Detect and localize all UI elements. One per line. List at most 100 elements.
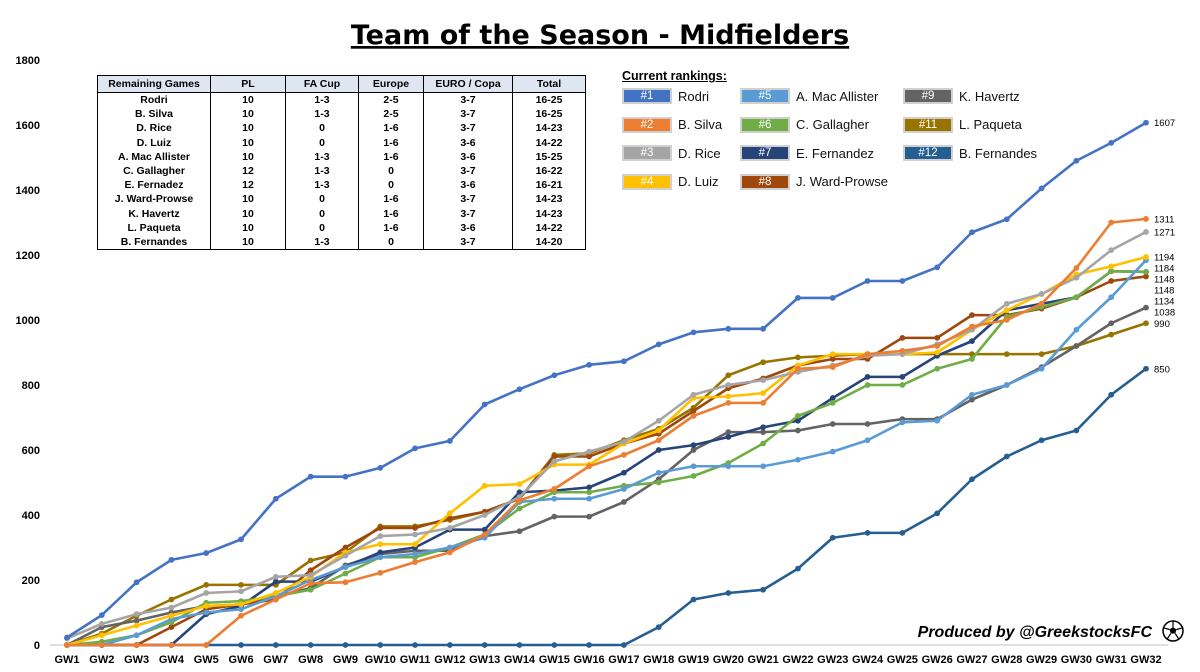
table-cell: 12 <box>210 178 286 193</box>
end-value-label: 1271 <box>1154 227 1175 238</box>
data-point <box>551 453 558 460</box>
ranking-item: #3 D. Rice <box>622 142 721 164</box>
data-point <box>1038 437 1045 444</box>
data-point <box>342 552 349 559</box>
data-point <box>864 382 871 388</box>
data-point <box>1143 216 1149 222</box>
table-cell: E. Fernadez <box>124 179 184 192</box>
data-point <box>760 586 767 593</box>
data-point <box>1003 216 1010 223</box>
table-row: B. Silva 10 1-3 2-5 3-7 16-25 <box>98 107 586 122</box>
data-point <box>516 386 523 393</box>
data-point <box>725 434 732 440</box>
data-point <box>690 463 697 470</box>
end-value-label: 1194 <box>1154 252 1174 263</box>
data-point <box>412 551 418 557</box>
table-header-cell: Remaining Games <box>97 75 211 93</box>
data-point <box>1003 351 1010 358</box>
x-tick-label: GW20 <box>713 654 744 666</box>
data-point <box>1003 453 1010 460</box>
x-tick-label: GW11 <box>400 654 431 666</box>
table-cell: 0 <box>358 234 424 250</box>
x-tick-label: GW4 <box>159 654 185 666</box>
data-point <box>934 349 941 356</box>
x-tick-label: GW18 <box>643 654 674 666</box>
x-axis: GW1 GW2 GW3 GW4 GW5 GW6 GW7 GW8 GW9 GW10 GW11 GW12 G… <box>54 654 1161 666</box>
table-cell: 0 <box>285 135 359 150</box>
ranking-badge: #12 <box>903 145 953 161</box>
ranking-name: K. Havertz <box>959 88 1020 104</box>
data-point <box>412 642 418 648</box>
data-point <box>969 356 975 362</box>
data-point <box>690 391 697 398</box>
table-row: E. Fernadez 12 1-3 0 3-6 16-21 <box>98 178 586 193</box>
data-point <box>342 642 349 648</box>
data-point <box>655 447 662 453</box>
data-point <box>1143 269 1149 275</box>
data-point <box>760 359 767 366</box>
data-point <box>829 356 836 362</box>
data-point <box>64 642 70 648</box>
data-point <box>1073 343 1080 349</box>
data-point <box>98 612 105 618</box>
ranking-item: #5 A. Mac Allister <box>740 85 878 107</box>
table-cell: 1-6 <box>358 206 424 221</box>
data-point <box>516 481 523 488</box>
table-cell: B. Fernandes <box>120 235 188 248</box>
table-cell: 0 <box>285 192 359 207</box>
ranking-name: A. Mac Allister <box>796 88 879 104</box>
data-point <box>1108 320 1115 327</box>
table-cell: 1-6 <box>358 220 424 235</box>
table-cell: 1-3 <box>285 234 359 250</box>
table-row: D. Rice 10 0 1-6 3-7 14-23 <box>98 121 586 136</box>
table-cell: 10 <box>210 149 286 164</box>
table-cell: B. Silva <box>135 108 173 121</box>
table-cell: K. Havertz <box>128 207 180 220</box>
data-point <box>133 642 140 648</box>
data-point <box>829 295 836 301</box>
data-point <box>934 510 941 517</box>
data-point <box>969 323 975 330</box>
data-point <box>238 581 244 588</box>
data-point <box>203 609 210 616</box>
data-point <box>1038 365 1045 372</box>
data-point <box>481 526 488 533</box>
data-point <box>760 390 767 397</box>
data-point <box>690 447 697 453</box>
data-point <box>760 424 767 431</box>
x-tick-label: GW7 <box>263 654 288 666</box>
data-point <box>481 642 488 648</box>
data-point <box>690 473 697 479</box>
table-header-cell: Europe <box>358 75 424 93</box>
series-group <box>64 119 1149 648</box>
end-value-label: 1038 <box>1154 307 1175 318</box>
data-point <box>98 642 105 648</box>
data-point <box>899 529 906 536</box>
x-tick-label: GW17 <box>608 654 639 666</box>
table-cell: 16-22 <box>512 163 586 179</box>
end-value-label: 1134 <box>1154 296 1174 307</box>
data-point <box>1003 382 1010 388</box>
ranking-badge: #7 <box>740 145 790 161</box>
series-a-mac-allister <box>64 257 1149 648</box>
data-point <box>899 334 906 341</box>
data-point <box>342 579 349 586</box>
data-point <box>864 373 871 380</box>
data-point <box>1108 139 1115 146</box>
ranking-item: #12 B. Fernandes <box>903 142 1037 164</box>
data-point <box>1143 273 1149 280</box>
data-point <box>377 525 384 531</box>
data-point <box>551 458 558 465</box>
table-cell: D. Rice <box>136 122 172 135</box>
data-point <box>64 634 70 641</box>
y-tick-label: 800 <box>22 380 40 392</box>
table-cell: 0 <box>358 163 424 179</box>
data-point <box>829 364 836 371</box>
data-point <box>864 529 871 536</box>
remaining-games-table: Remaining Games PL FA Cup Europe EURO / Copa… <box>97 75 586 251</box>
table-cell: 1-3 <box>285 178 359 193</box>
y-tick-label: 400 <box>22 510 40 522</box>
data-point <box>655 427 662 434</box>
series-line <box>66 269 1147 647</box>
table-cell: 3-7 <box>423 163 513 179</box>
